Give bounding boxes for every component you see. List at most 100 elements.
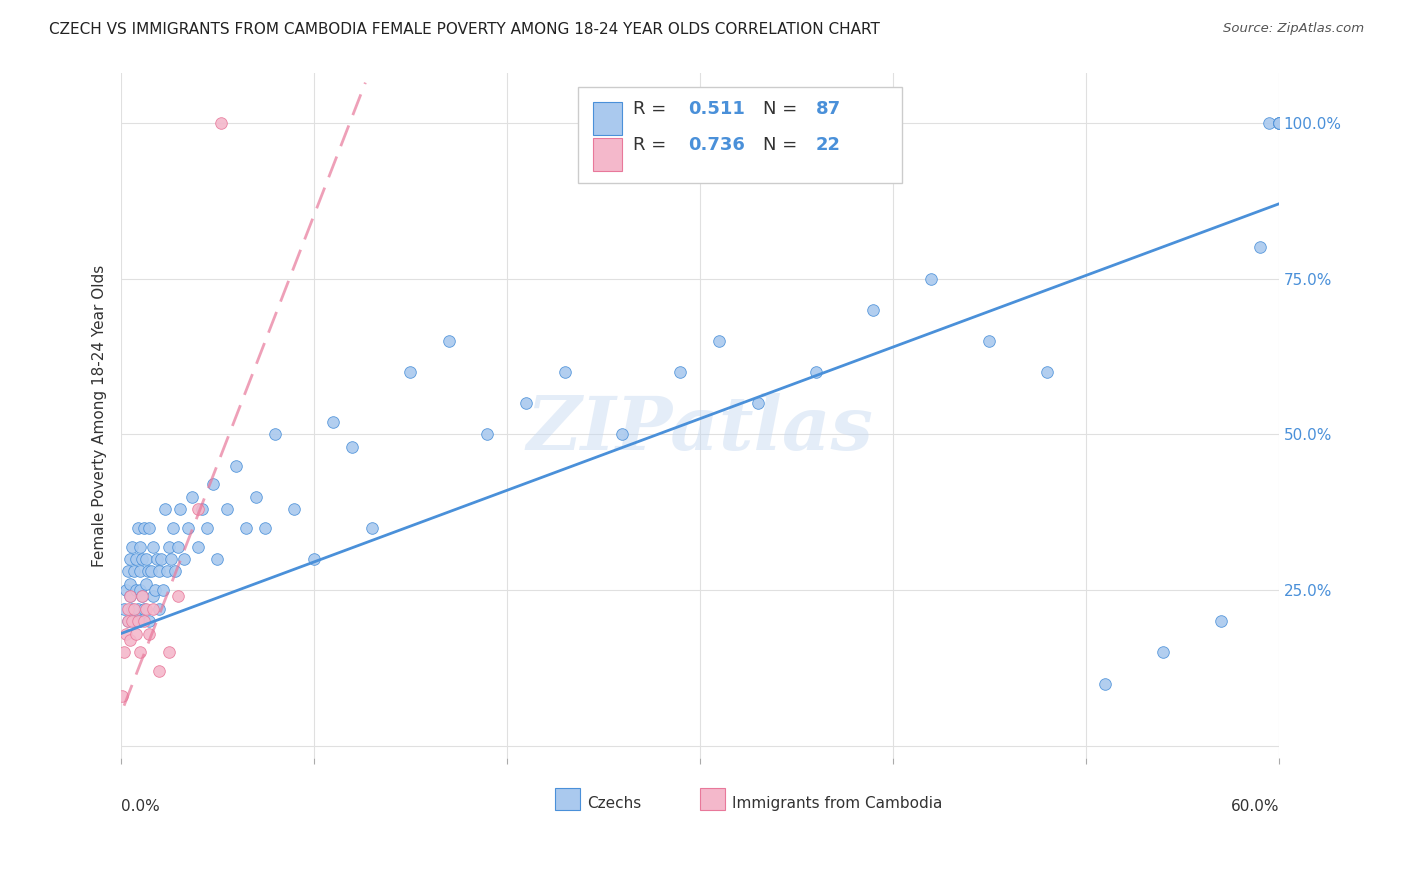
Point	[112, 602, 135, 616]
Point	[131, 552, 153, 566]
Point	[1268, 116, 1291, 130]
Text: CZECH VS IMMIGRANTS FROM CAMBODIA FEMALE POVERTY AMONG 18-24 YEAR OLDS CORRELATI: CZECH VS IMMIGRANTS FROM CAMBODIA FEMALE…	[49, 22, 880, 37]
Point	[128, 565, 150, 579]
Point	[209, 116, 232, 130]
Point	[115, 626, 138, 640]
Point	[142, 540, 165, 554]
Point	[669, 365, 692, 379]
Text: R =: R =	[633, 136, 666, 154]
Text: 60.0%: 60.0%	[1230, 799, 1279, 814]
Point	[121, 540, 143, 554]
Point	[225, 458, 247, 473]
Point	[187, 502, 209, 516]
Point	[747, 396, 769, 410]
Point	[1094, 676, 1116, 690]
Point	[117, 614, 139, 628]
Point	[132, 602, 155, 616]
Y-axis label: Female Poverty Among 18-24 Year Olds: Female Poverty Among 18-24 Year Olds	[93, 265, 107, 566]
Point	[283, 502, 305, 516]
Point	[920, 271, 942, 285]
Point	[127, 521, 149, 535]
Point	[142, 590, 165, 604]
Point	[979, 334, 1001, 348]
Point	[141, 565, 163, 579]
Point	[1249, 240, 1271, 254]
Point	[148, 602, 170, 616]
Point	[862, 302, 884, 317]
Point	[146, 552, 169, 566]
Point	[117, 565, 139, 579]
Point	[159, 552, 181, 566]
Point	[554, 365, 576, 379]
Text: 0.736: 0.736	[688, 136, 745, 154]
Text: R =: R =	[633, 100, 666, 119]
Point	[167, 590, 190, 604]
Point	[1268, 116, 1291, 130]
Point	[138, 521, 160, 535]
Point	[142, 602, 165, 616]
Point	[162, 521, 184, 535]
Point	[132, 614, 155, 628]
Point	[153, 502, 176, 516]
Point	[177, 521, 200, 535]
Point	[264, 427, 287, 442]
Point	[121, 614, 143, 628]
FancyBboxPatch shape	[578, 87, 903, 183]
Point	[190, 502, 212, 516]
Point	[1152, 645, 1174, 659]
Point	[112, 645, 135, 659]
Point	[1268, 116, 1291, 130]
Point	[148, 565, 170, 579]
Point	[515, 396, 537, 410]
Point	[157, 645, 180, 659]
Point	[127, 602, 149, 616]
Point	[399, 365, 422, 379]
Point	[125, 583, 148, 598]
Point	[202, 477, 225, 491]
Point	[136, 565, 159, 579]
Point	[138, 614, 160, 628]
Point	[163, 565, 186, 579]
Text: N =: N =	[763, 100, 797, 119]
Point	[138, 626, 160, 640]
Point	[117, 614, 139, 628]
Point	[360, 521, 382, 535]
Text: Czechs: Czechs	[588, 796, 641, 811]
Text: 22: 22	[815, 136, 841, 154]
Point	[127, 614, 149, 628]
Point	[132, 521, 155, 535]
Point	[122, 614, 145, 628]
Point	[477, 427, 499, 442]
Point	[125, 626, 148, 640]
Point	[150, 552, 173, 566]
Point	[125, 552, 148, 566]
Point	[152, 583, 174, 598]
Point	[167, 540, 190, 554]
Point	[302, 552, 325, 566]
Point	[120, 552, 142, 566]
Text: Immigrants from Cambodia: Immigrants from Cambodia	[733, 796, 942, 811]
Point	[128, 645, 150, 659]
Point	[143, 583, 166, 598]
Point	[120, 590, 142, 604]
Point	[342, 440, 364, 454]
Point	[135, 577, 157, 591]
Point	[197, 521, 219, 535]
Point	[173, 552, 195, 566]
Point	[120, 590, 142, 604]
Point	[157, 540, 180, 554]
Point	[1209, 614, 1232, 628]
Point	[612, 427, 634, 442]
Text: 0.511: 0.511	[688, 100, 745, 119]
Point	[128, 614, 150, 628]
Point	[128, 583, 150, 598]
Point	[148, 664, 170, 678]
Point	[128, 540, 150, 554]
Point	[120, 577, 142, 591]
Point	[254, 521, 277, 535]
Text: 87: 87	[815, 100, 841, 119]
Point	[156, 565, 179, 579]
Point	[215, 502, 238, 516]
Point	[169, 502, 191, 516]
Bar	[593, 138, 621, 171]
